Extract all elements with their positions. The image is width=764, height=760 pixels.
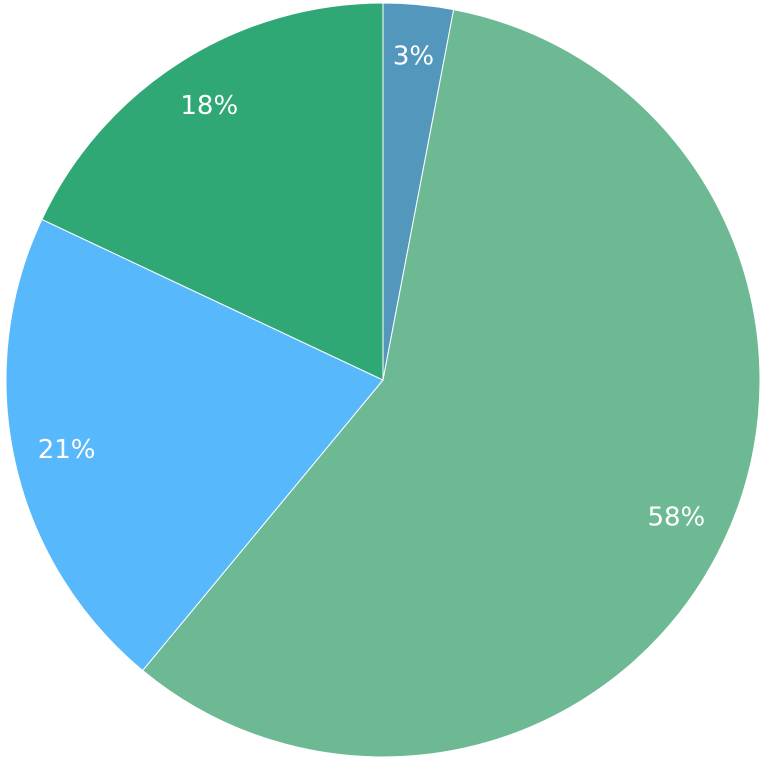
pie-slice (5, 218, 384, 672)
slice-label: 21% (38, 435, 96, 465)
slice-label: 3% (393, 42, 434, 72)
pie-slice (141, 9, 761, 758)
slice-label: 18% (180, 91, 238, 121)
slice-label: 58% (647, 503, 705, 533)
pie-slice (41, 2, 384, 381)
